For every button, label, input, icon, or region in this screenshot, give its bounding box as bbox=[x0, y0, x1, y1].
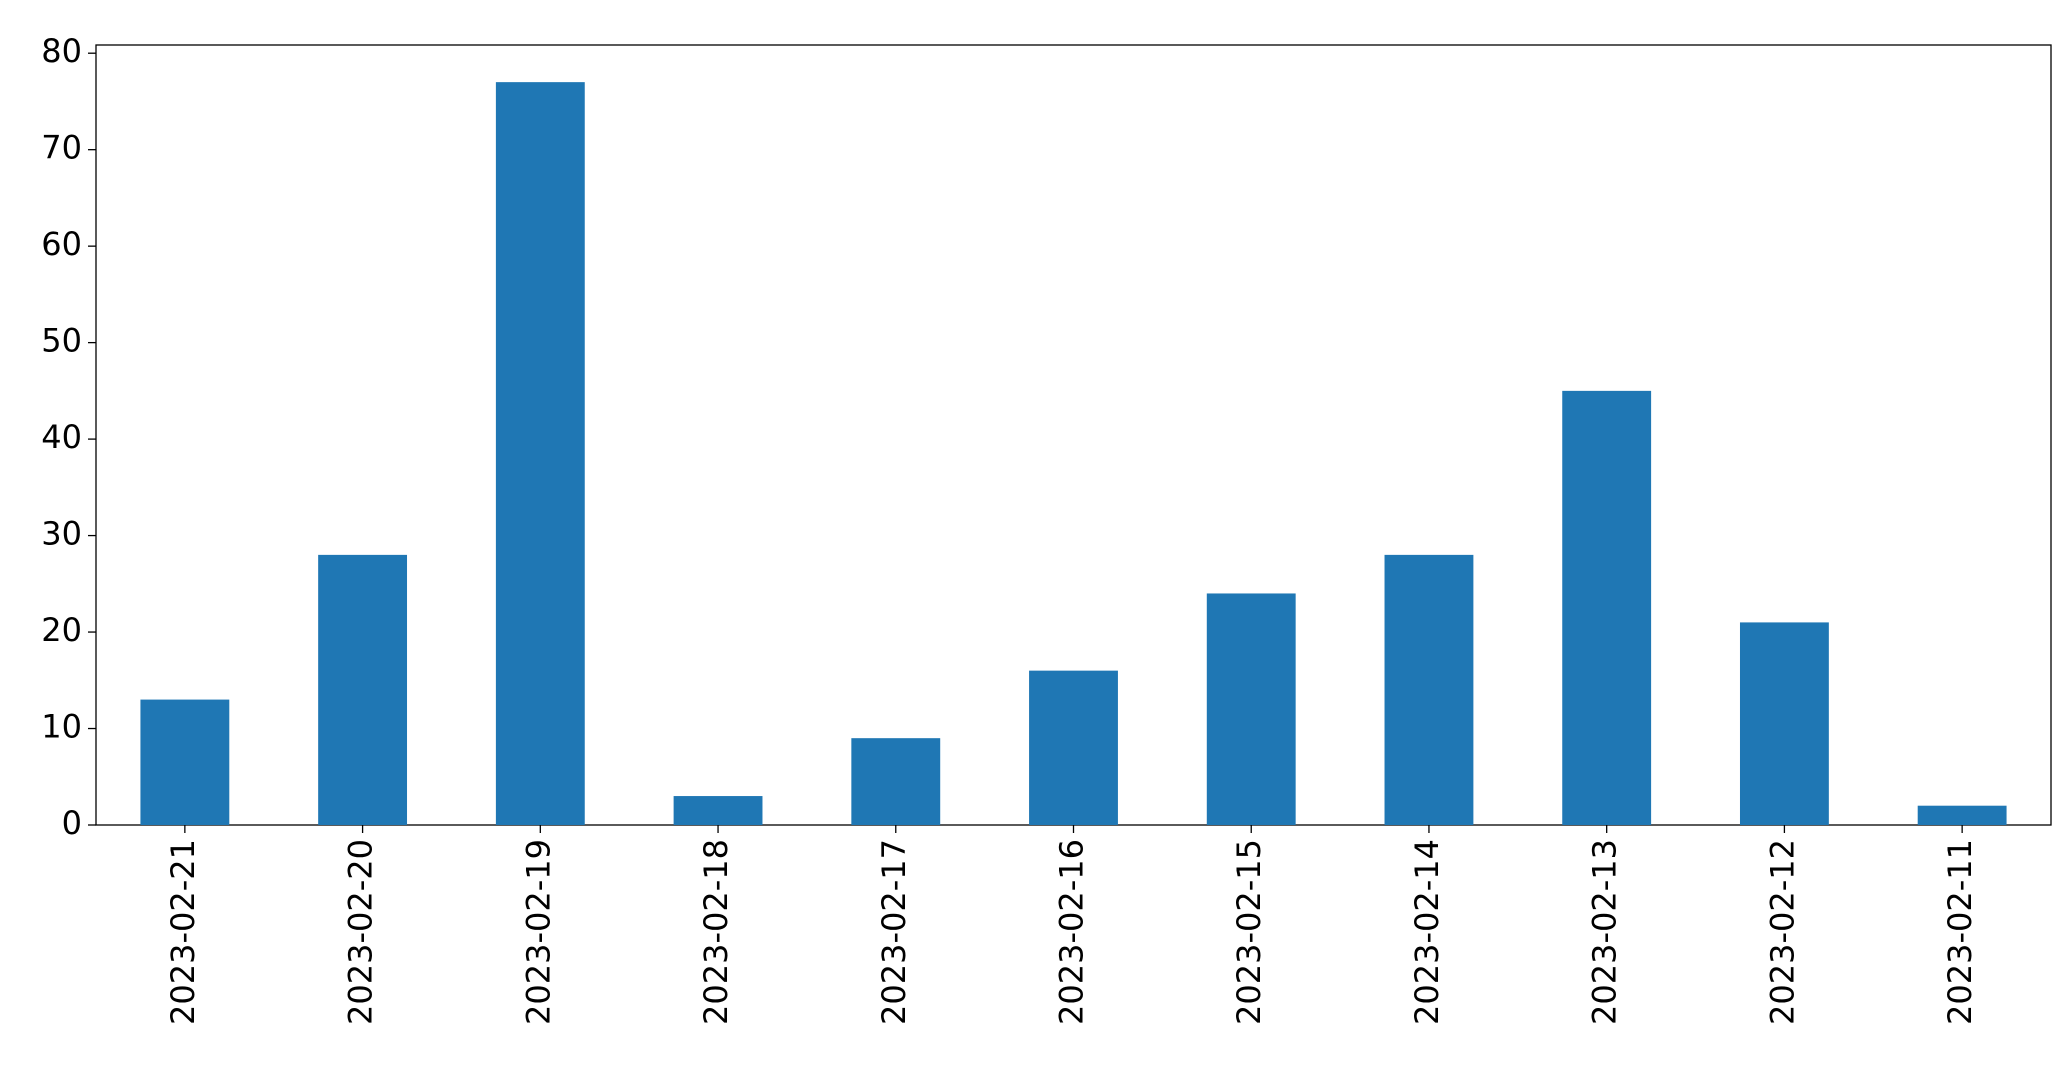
bar bbox=[140, 699, 230, 825]
x-tick-label: 2023-02-21 bbox=[164, 839, 202, 1025]
x-tick-label: 2023-02-19 bbox=[519, 839, 557, 1025]
bar bbox=[1029, 670, 1118, 825]
x-tick-label: 2023-02-13 bbox=[1586, 839, 1624, 1025]
bar bbox=[1917, 805, 2007, 825]
x-tick-label: 2023-02-20 bbox=[342, 839, 380, 1025]
bar bbox=[1739, 622, 1829, 825]
x-tick-label: 2023-02-11 bbox=[1941, 839, 1979, 1025]
bar bbox=[1206, 593, 1296, 825]
y-tick-label: 20 bbox=[41, 611, 82, 649]
y-tick-label: 50 bbox=[41, 322, 82, 360]
y-tick-label: 30 bbox=[41, 515, 82, 553]
bar bbox=[851, 738, 941, 825]
y-tick-label: 80 bbox=[41, 32, 82, 70]
bar bbox=[495, 82, 585, 825]
bar bbox=[1384, 554, 1474, 825]
y-tick-label: 40 bbox=[41, 418, 82, 456]
x-tick-label: 2023-02-16 bbox=[1053, 839, 1091, 1025]
x-tick-label: 2023-02-17 bbox=[875, 839, 913, 1025]
x-tick-label: 2023-02-18 bbox=[697, 839, 735, 1025]
x-tick-label: 2023-02-12 bbox=[1763, 839, 1801, 1025]
y-tick-label: 0 bbox=[62, 804, 82, 842]
bar bbox=[318, 554, 408, 825]
bar bbox=[1562, 390, 1652, 825]
x-tick-label: 2023-02-15 bbox=[1230, 839, 1268, 1025]
y-tick-label: 10 bbox=[41, 708, 82, 746]
x-tick-label: 2023-02-14 bbox=[1408, 839, 1446, 1025]
y-tick-label: 60 bbox=[41, 225, 82, 263]
bar bbox=[673, 796, 763, 825]
y-tick-label: 70 bbox=[41, 129, 82, 167]
